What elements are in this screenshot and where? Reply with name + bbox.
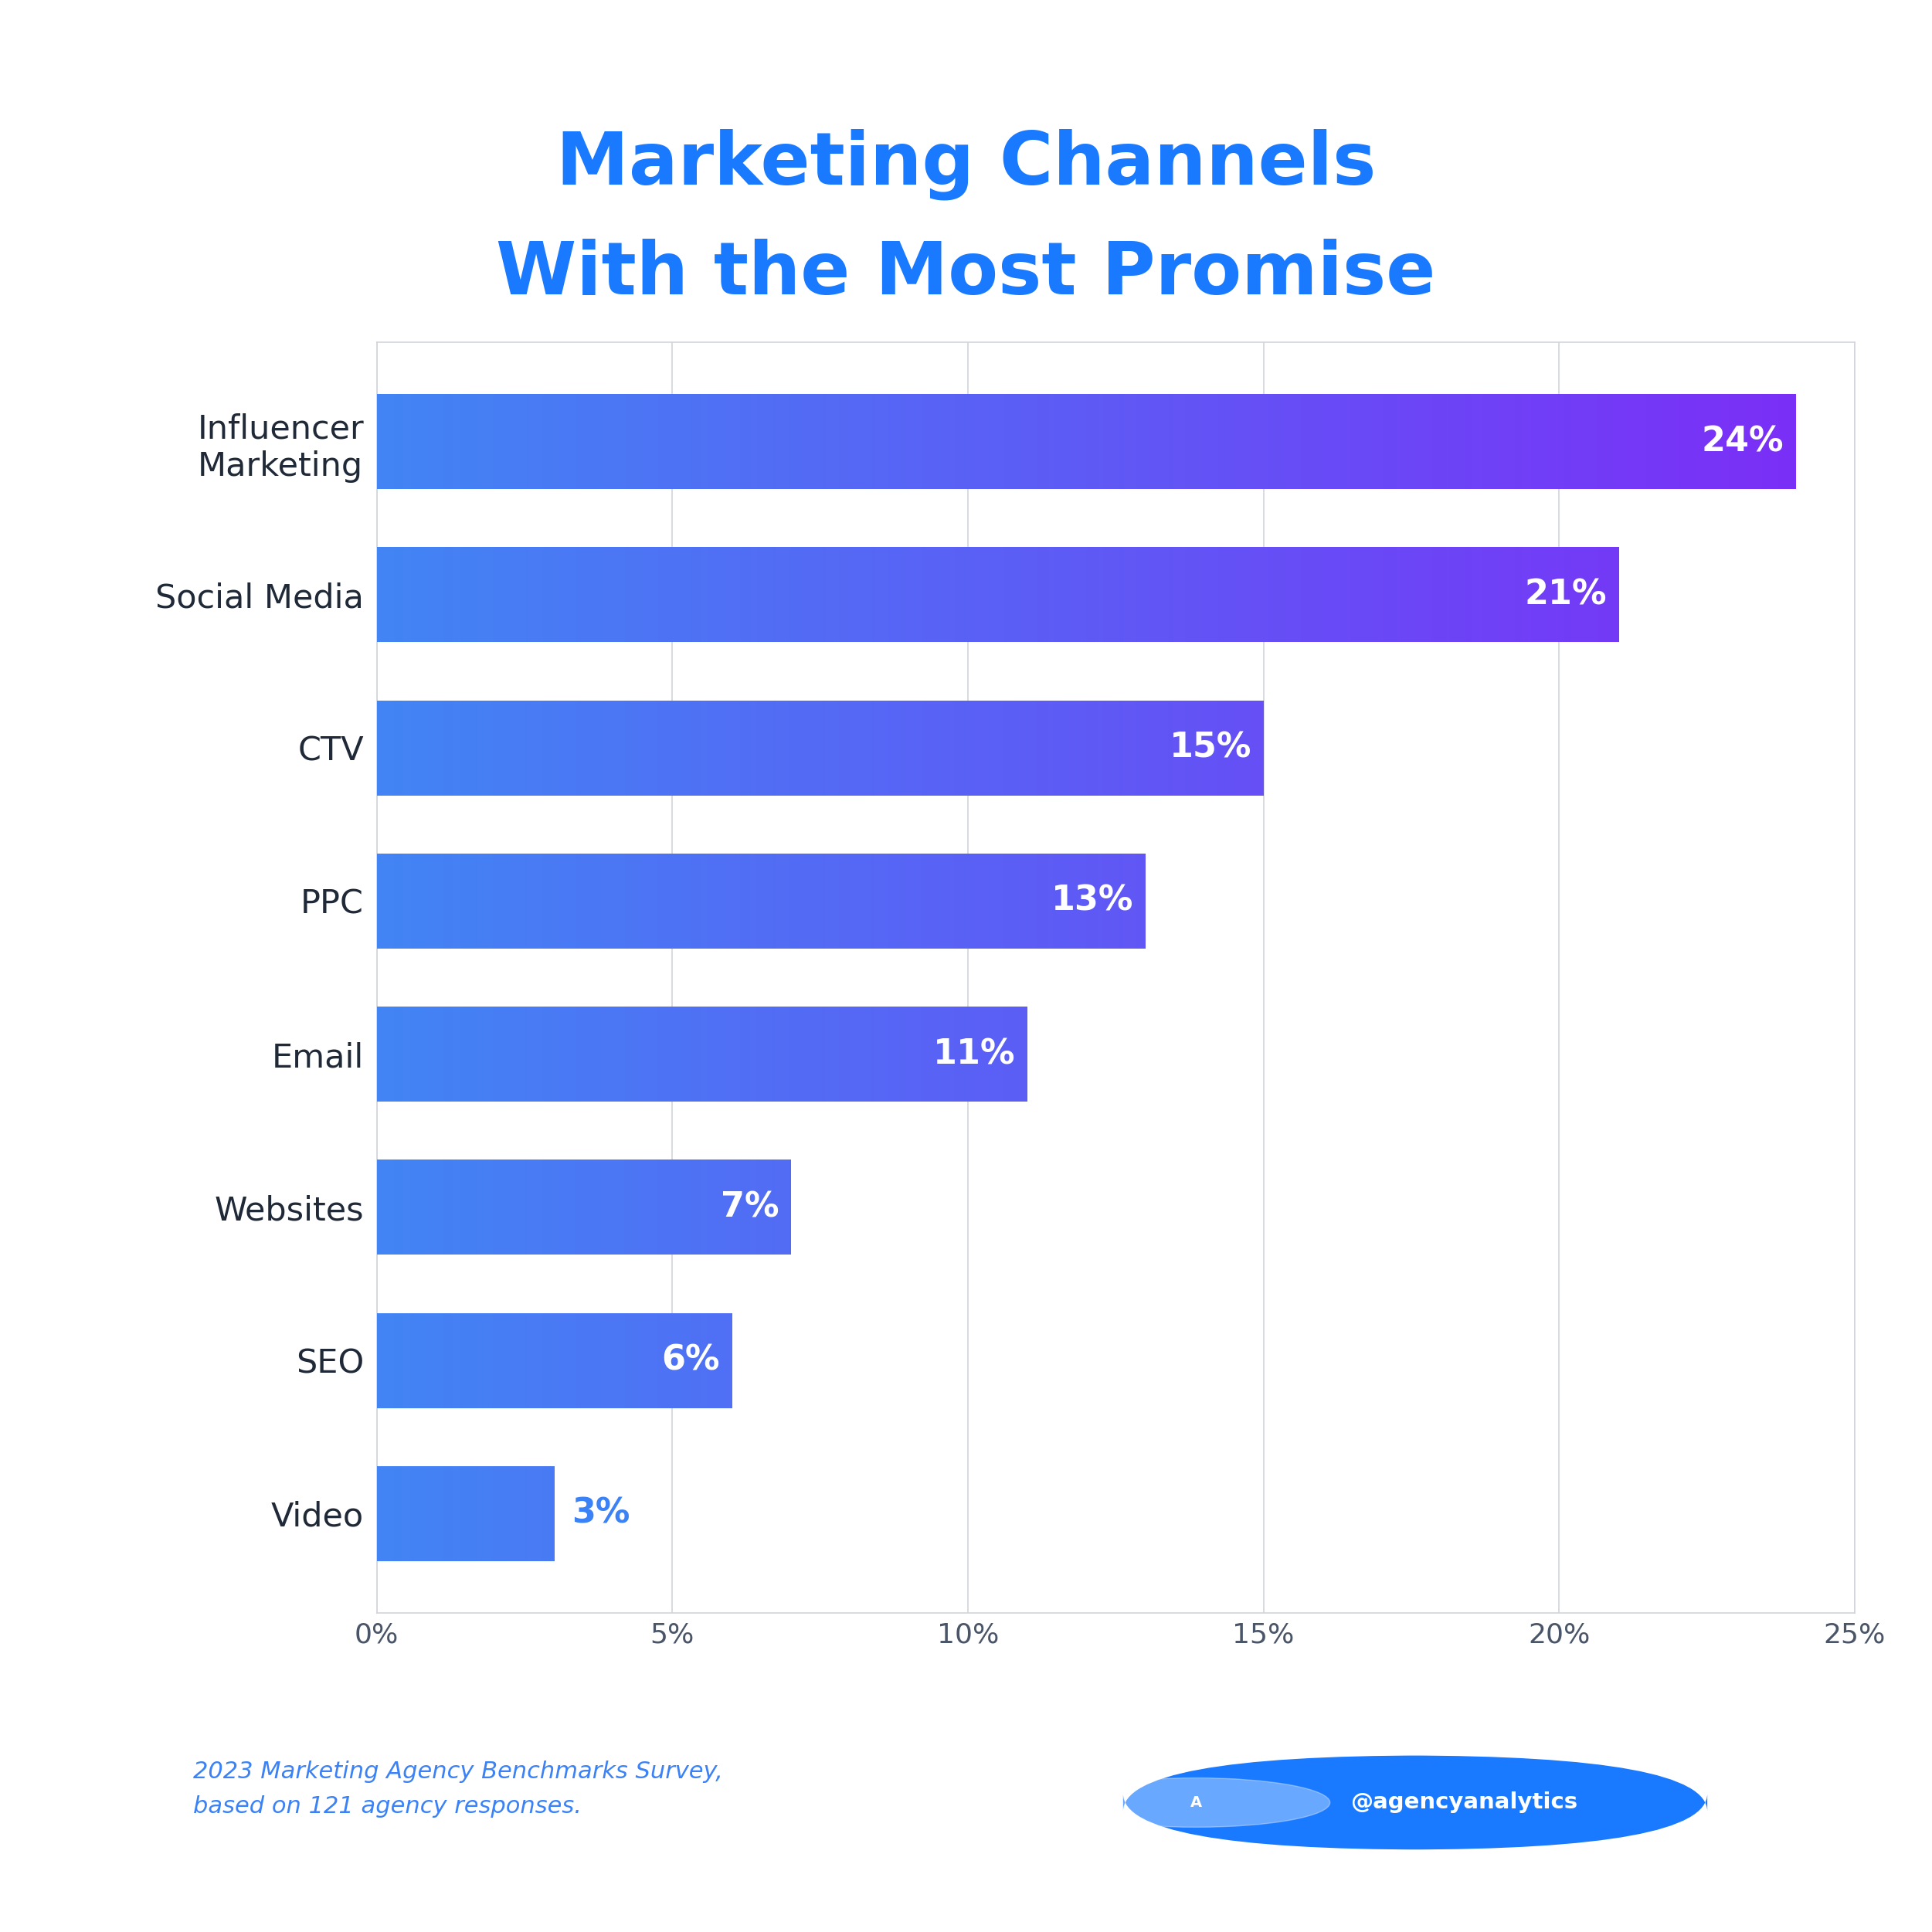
Text: 24%: 24% (1702, 425, 1783, 458)
Text: 3%: 3% (572, 1497, 630, 1530)
Text: 21%: 21% (1524, 578, 1605, 611)
Text: @agencyanalytics: @agencyanalytics (1350, 1791, 1578, 1814)
Text: 15%: 15% (1169, 730, 1252, 765)
FancyBboxPatch shape (1122, 1756, 1708, 1849)
Text: With the Most Promise: With the Most Promise (497, 240, 1435, 309)
Text: A: A (1190, 1795, 1202, 1810)
Text: 7%: 7% (721, 1190, 779, 1225)
Text: 6%: 6% (661, 1345, 719, 1378)
Circle shape (1063, 1777, 1329, 1828)
Text: Marketing Channels: Marketing Channels (556, 129, 1376, 199)
Text: 11%: 11% (933, 1037, 1014, 1070)
Text: 13%: 13% (1051, 885, 1134, 918)
Text: 2023 Marketing Agency Benchmarks Survey,
based on 121 agency responses.: 2023 Marketing Agency Benchmarks Survey,… (193, 1760, 723, 1818)
